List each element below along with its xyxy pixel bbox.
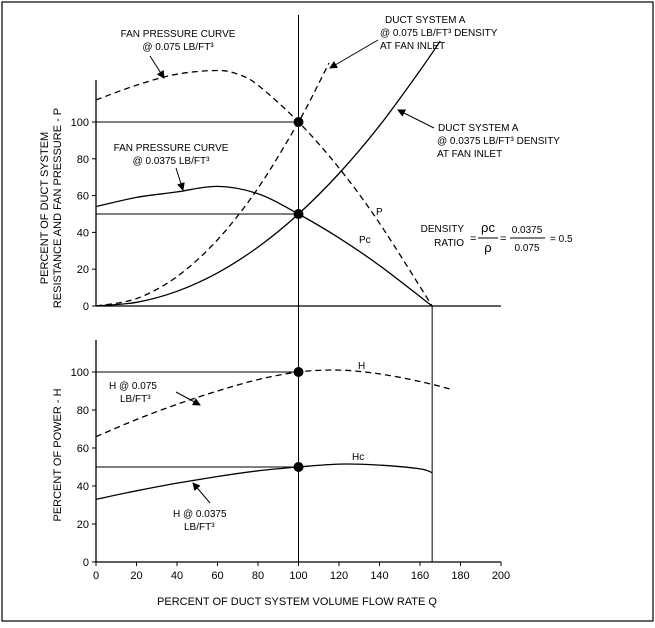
series-line-fan_p_0075 — [95, 69, 433, 307]
xtick-label: 200 — [492, 570, 510, 582]
h0075-label-2: LB/FT³ — [120, 394, 151, 405]
series-line-duct_a_00375 — [95, 40, 441, 307]
xtick-label: 60 — [211, 570, 223, 582]
x-axis-label: PERCENT OF DUCT SYSTEM VOLUME FLOW RATE … — [157, 596, 437, 608]
upper-ytick-label: 80 — [77, 154, 89, 166]
h0075-label-1: H @ 0.075 — [109, 381, 157, 392]
fan-pc-title: FAN PRESSURE CURVE — [114, 143, 229, 154]
lower-operating-point — [293, 367, 304, 377]
upper-ylabel-line1: PERCENT OF DUCT SYSTEM — [39, 132, 51, 284]
upper-operating-point — [293, 117, 304, 127]
p-curve-label: P — [376, 207, 383, 218]
upper-ylabel-line2: RESISTANCE AND FAN PRESSURE - P — [52, 108, 64, 308]
lower-operating-point — [293, 462, 304, 472]
xtick-label: 140 — [370, 570, 388, 582]
fan-p-density: @ 0.075 LB/FT³ — [142, 42, 214, 53]
series-lines — [95, 40, 451, 500]
density-den-value: 0.075 — [514, 243, 539, 254]
duct-a-leader — [329, 39, 379, 69]
leader-arrows — [149, 39, 435, 504]
duct-a2-inlet: AT FAN INLET — [437, 149, 502, 160]
lower-ytick-label: 80 — [77, 405, 89, 417]
density-num-symbol: ρc — [481, 220, 495, 235]
density-den-symbol: ρ — [484, 240, 491, 255]
fan-pc-leader — [175, 167, 185, 191]
intersection-points — [293, 117, 304, 472]
lower-ytick-label: 40 — [77, 481, 89, 493]
lower-ytick-label: 60 — [77, 443, 89, 455]
h00375-leader — [192, 482, 211, 504]
h-curve-label: H — [358, 361, 365, 372]
density-label-2: RATIO — [434, 238, 464, 249]
upper-operating-point — [293, 209, 304, 219]
xtick-label: 20 — [130, 570, 142, 582]
h0075-leader — [175, 391, 201, 406]
h00375-label-2: LB/FT³ — [184, 522, 215, 533]
upper-ytick-label: 20 — [77, 264, 89, 276]
xtick-label: 180 — [451, 570, 469, 582]
density-label-1: DENSITY — [421, 224, 465, 235]
xtick-label: 100 — [289, 570, 307, 582]
series-line-fan_pc_00375 — [95, 185, 433, 307]
upper-ytick-label: 60 — [77, 191, 89, 203]
upper-ytick-label: 0 — [83, 301, 89, 313]
lower-ytick-label: 0 — [83, 557, 89, 569]
duct-a-density: @ 0.075 LB/FT³ DENSITY — [380, 28, 498, 39]
lower-ylabel: PERCENT OF POWER - H — [52, 388, 64, 521]
duct-a-title: DUCT SYSTEM A — [385, 15, 466, 26]
duct-a2-title: DUCT SYSTEM A — [438, 123, 519, 134]
fan-pc-density: @ 0.0375 LB/FT³ — [133, 156, 211, 167]
density-equals: = — [470, 233, 476, 245]
series-line-duct_a_0075 — [95, 62, 330, 307]
hc-curve-label: Hc — [352, 452, 364, 463]
upper-ytick-label: 100 — [71, 117, 89, 129]
tick-labels: 0 20 40 60 80 100 0 20 40 60 80 100 0 20 40 60 80 100 120 1… — [71, 117, 511, 582]
duct-a2-density: @ 0.0375 LB/FT³ DENSITY — [437, 136, 560, 147]
duct-a-inlet: AT FAN INLET — [380, 41, 445, 52]
duct-a2-leader — [397, 109, 435, 129]
xtick-label: 0 — [93, 570, 99, 582]
xtick-label: 120 — [330, 570, 348, 582]
density-equals-2: = — [500, 233, 506, 245]
h00375-label-1: H @ 0.0375 — [173, 509, 227, 520]
guide-lines — [96, 15, 433, 562]
fan-p-leader — [149, 55, 165, 79]
lower-ytick-label: 20 — [77, 519, 89, 531]
series-line-h_0075 — [95, 369, 451, 438]
xtick-label: 160 — [411, 570, 429, 582]
pc-curve-label: Pc — [359, 235, 371, 246]
fan-p-title: FAN PRESSURE CURVE — [121, 29, 236, 40]
series-line-hc_00375 — [95, 463, 433, 500]
xtick-label: 80 — [252, 570, 264, 582]
upper-ytick-label: 40 — [77, 227, 89, 239]
density-num-value: 0.0375 — [512, 225, 543, 236]
lower-ytick-label: 100 — [71, 367, 89, 379]
xtick-label: 40 — [171, 570, 183, 582]
density-result: = 0.5 — [550, 234, 573, 245]
